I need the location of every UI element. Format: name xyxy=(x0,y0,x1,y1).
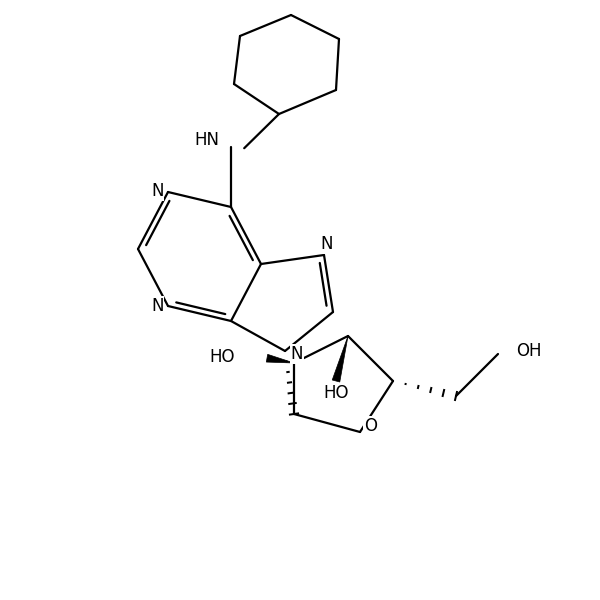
Text: OH: OH xyxy=(516,342,542,360)
Text: HO: HO xyxy=(210,348,235,366)
Text: N: N xyxy=(151,182,163,200)
Text: N: N xyxy=(321,235,333,253)
Text: N: N xyxy=(151,297,163,315)
Text: O: O xyxy=(364,417,377,435)
Text: N: N xyxy=(291,345,303,363)
Polygon shape xyxy=(332,336,348,382)
Text: HO: HO xyxy=(323,384,349,402)
Polygon shape xyxy=(266,355,294,363)
Text: HN: HN xyxy=(194,131,220,149)
